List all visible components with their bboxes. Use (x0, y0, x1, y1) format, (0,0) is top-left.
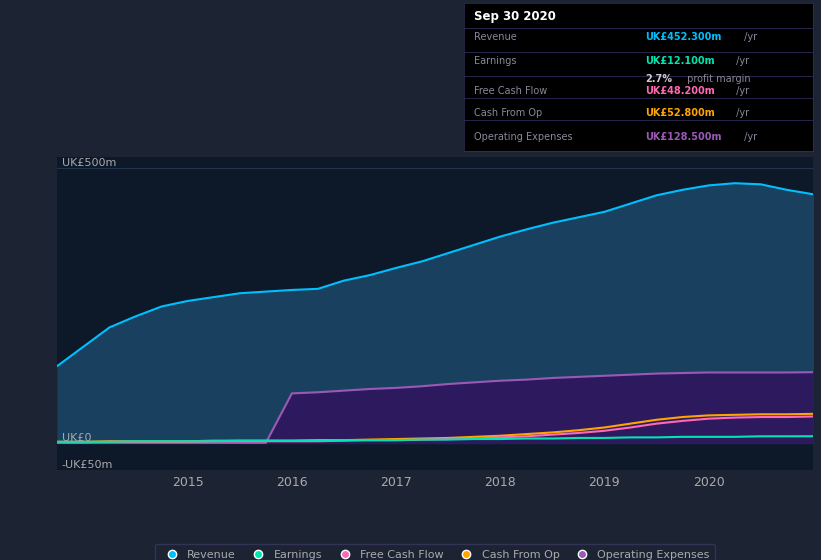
Text: UK£128.500m: UK£128.500m (645, 132, 722, 142)
Text: Revenue: Revenue (475, 32, 517, 43)
Text: Free Cash Flow: Free Cash Flow (475, 86, 548, 96)
Legend: Revenue, Earnings, Free Cash Flow, Cash From Op, Operating Expenses: Revenue, Earnings, Free Cash Flow, Cash … (155, 544, 715, 560)
Text: /yr: /yr (741, 32, 757, 43)
Text: Operating Expenses: Operating Expenses (475, 132, 573, 142)
Text: Sep 30 2020: Sep 30 2020 (475, 10, 556, 23)
Text: /yr: /yr (732, 56, 749, 66)
Text: UK£500m: UK£500m (62, 158, 116, 168)
Text: profit margin: profit margin (685, 74, 751, 84)
Text: UK£52.800m: UK£52.800m (645, 108, 715, 118)
Text: Cash From Op: Cash From Op (475, 108, 543, 118)
Text: UK£12.100m: UK£12.100m (645, 56, 715, 66)
Text: UK£48.200m: UK£48.200m (645, 86, 715, 96)
Text: UK£0: UK£0 (62, 433, 91, 443)
Text: UK£452.300m: UK£452.300m (645, 32, 722, 43)
Text: 2.7%: 2.7% (645, 74, 672, 84)
Text: -UK£50m: -UK£50m (62, 460, 113, 470)
Text: /yr: /yr (732, 108, 749, 118)
Text: /yr: /yr (732, 86, 749, 96)
Text: /yr: /yr (741, 132, 757, 142)
Text: Earnings: Earnings (475, 56, 517, 66)
